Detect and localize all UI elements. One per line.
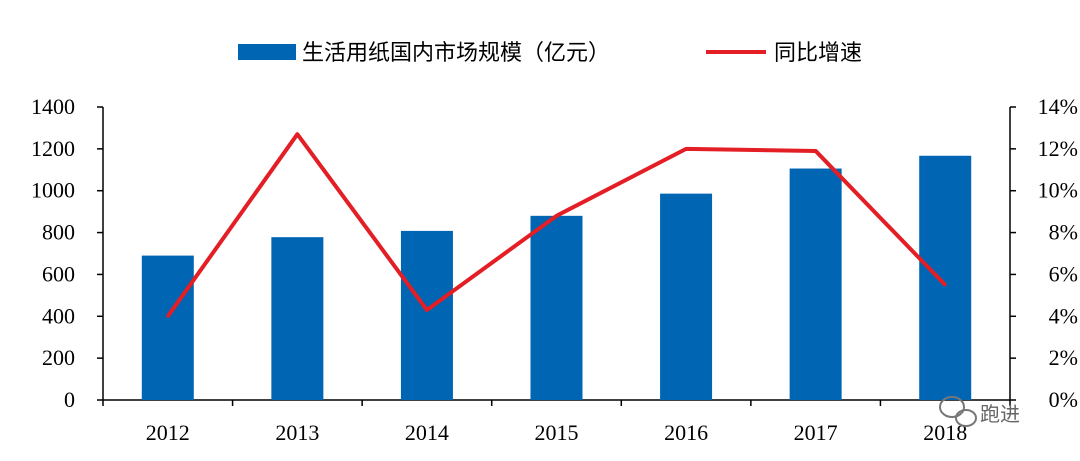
y-right-tick-label: 14%	[1038, 94, 1078, 119]
growth-point	[425, 308, 429, 312]
y-right-tick-label: 10%	[1038, 178, 1078, 203]
growth-point	[166, 314, 170, 318]
bar	[919, 155, 972, 400]
growth-point	[684, 147, 688, 151]
y-right-tick-label: 2%	[1049, 345, 1078, 370]
y-left-tick-label: 1400	[31, 94, 75, 119]
bar	[660, 193, 713, 400]
bar	[400, 230, 453, 400]
y-left-tick-label: 200	[42, 345, 75, 370]
x-tick-label: 2015	[535, 420, 579, 445]
bars	[141, 155, 972, 400]
y-left-tick-label: 1200	[31, 136, 75, 161]
x-tick-label: 2013	[275, 420, 319, 445]
wechat-icon	[939, 396, 977, 427]
y-right-tick-label: 12%	[1038, 136, 1078, 161]
bar	[530, 215, 583, 400]
watermark-text: 跑进	[980, 402, 1020, 426]
y-left-tick-label: 600	[42, 261, 75, 286]
axes: 0 200 400 600 800 1000 1200 1400 0% 2% 4% 6% 8% 10% 12…	[31, 94, 1078, 412]
y-left-tick-label: 0	[64, 387, 75, 412]
growth-point	[943, 283, 947, 287]
legend-label-growth: 同比增速	[774, 41, 862, 66]
x-tick-labels: 2012 2013 2014 2015 2016 2017 2018	[146, 420, 967, 445]
growth-line	[166, 132, 947, 318]
y-left-tick-label: 1000	[31, 178, 75, 203]
growth-point	[814, 149, 818, 153]
y-left-tick-label: 800	[42, 220, 75, 245]
x-tick-label: 2012	[146, 420, 190, 445]
x-tick-label: 2014	[405, 420, 449, 445]
y-right-tick-label: 6%	[1049, 261, 1078, 286]
legend-swatch-bar	[238, 44, 296, 60]
y-left-tick-label: 400	[42, 303, 75, 328]
y-right-tick-label: 0%	[1049, 387, 1078, 412]
growth-point	[555, 214, 558, 218]
growth-point	[295, 132, 299, 136]
legend-label-market-size: 生活用纸国内市场规模（亿元）	[302, 41, 610, 66]
watermark: 跑进	[939, 396, 1020, 427]
y-right-tick-label: 4%	[1049, 303, 1078, 328]
y-right-tick-label: 8%	[1049, 220, 1078, 245]
legend: 生活用纸国内市场规模（亿元） 同比增速	[238, 41, 862, 66]
x-tick-label: 2016	[664, 420, 708, 445]
bar	[271, 237, 324, 400]
x-tick-label: 2017	[794, 420, 838, 445]
bar	[789, 168, 842, 400]
bar	[141, 255, 194, 400]
